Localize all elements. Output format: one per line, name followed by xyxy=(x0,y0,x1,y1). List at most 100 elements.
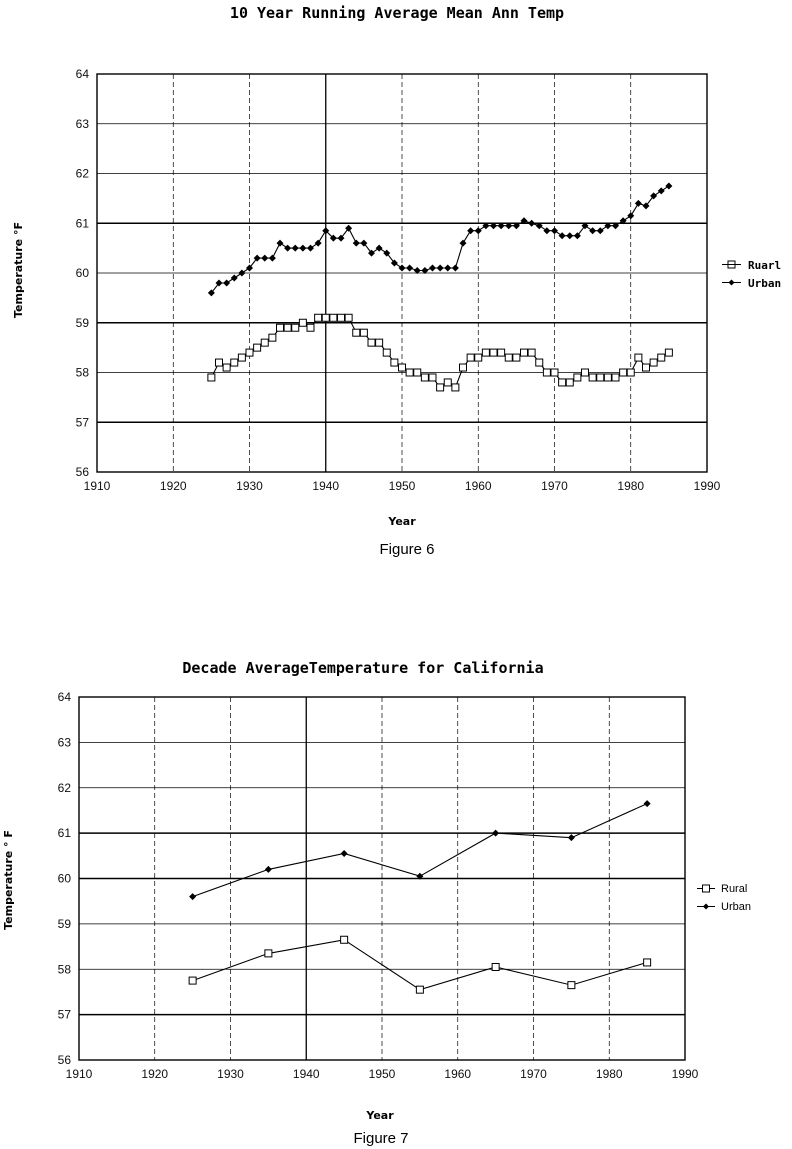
x-tick-label: 1940 xyxy=(293,1067,320,1081)
data-point-ruarl xyxy=(535,358,544,367)
data-point-urban xyxy=(238,269,246,277)
y-axis-label: Temperature °F xyxy=(12,222,25,318)
y-tick-label: 61 xyxy=(58,826,72,840)
data-point-urban xyxy=(467,227,475,235)
data-point-ruarl xyxy=(314,313,323,322)
data-point-ruarl xyxy=(398,363,406,372)
data-point-urban xyxy=(398,264,406,272)
y-tick-label: 62 xyxy=(76,167,90,181)
data-point-ruarl xyxy=(420,373,429,382)
data-point-urban xyxy=(520,217,528,225)
data-point-ruarl xyxy=(359,328,368,337)
data-point-urban xyxy=(619,217,627,225)
y-tick-label: 60 xyxy=(76,266,90,280)
y-tick-label: 62 xyxy=(58,781,72,795)
data-point-urban xyxy=(490,222,497,230)
data-point-ruarl xyxy=(588,373,597,382)
data-point-urban xyxy=(406,264,414,272)
data-point-ruarl xyxy=(550,368,559,377)
data-point-ruarl xyxy=(329,313,338,322)
data-point-ruarl xyxy=(596,373,605,382)
legend-label: Urban xyxy=(721,901,751,913)
data-point-urban xyxy=(261,254,269,262)
data-point-urban xyxy=(528,219,536,227)
series-line-urban xyxy=(210,185,670,294)
data-point-urban xyxy=(581,222,589,230)
y-tick-label: 56 xyxy=(58,1053,72,1067)
data-point-urban xyxy=(627,212,635,220)
data-point-ruarl xyxy=(611,373,620,382)
data-point-ruarl xyxy=(291,323,300,332)
data-point-ruarl xyxy=(260,338,269,347)
series-layer xyxy=(188,800,652,994)
y-tick-label: 56 xyxy=(76,465,90,479)
x-axis-label: Year xyxy=(387,515,416,528)
data-point-urban xyxy=(612,222,619,230)
data-point-ruarl xyxy=(603,373,612,382)
data-point-rural xyxy=(491,962,500,971)
x-axis-label: Year xyxy=(365,1109,394,1122)
data-point-urban xyxy=(360,239,368,247)
x-tick-label: 1920 xyxy=(141,1067,168,1081)
data-point-ruarl xyxy=(481,348,490,357)
data-point-urban xyxy=(291,244,299,252)
data-point-urban xyxy=(322,227,330,235)
data-point-urban xyxy=(573,232,581,240)
data-point-urban xyxy=(253,254,261,262)
data-point-ruarl xyxy=(474,353,483,362)
data-point-urban xyxy=(276,239,284,247)
data-point-ruarl xyxy=(298,318,307,327)
data-point-urban xyxy=(299,244,307,252)
data-point-urban xyxy=(459,239,467,247)
data-point-urban xyxy=(413,267,421,275)
data-point-rural xyxy=(264,949,273,958)
data-point-ruarl xyxy=(230,358,239,367)
data-point-urban xyxy=(284,244,292,252)
x-tick-label: 1930 xyxy=(236,479,263,493)
figure-7-chart: Decade AverageTemperature for California… xyxy=(2,659,751,1147)
data-point-ruarl xyxy=(222,363,231,372)
data-point-urban xyxy=(390,259,398,267)
legend-square-marker xyxy=(702,884,710,893)
x-tick-label: 1910 xyxy=(84,479,111,493)
data-point-ruarl xyxy=(527,348,536,357)
y-tick-label: 63 xyxy=(76,117,90,131)
data-point-urban xyxy=(189,893,197,901)
y-tick-label: 59 xyxy=(58,917,72,931)
data-point-ruarl xyxy=(306,323,315,332)
chart-title: Decade AverageTemperature for California xyxy=(182,659,543,677)
y-tick-label: 63 xyxy=(58,735,72,749)
data-point-ruarl xyxy=(436,383,445,392)
data-point-urban xyxy=(596,227,604,235)
data-point-ruarl xyxy=(558,378,567,387)
series-layer xyxy=(207,182,673,392)
data-point-ruarl xyxy=(352,328,361,337)
data-point-ruarl xyxy=(573,373,582,382)
x-tick-label: 1950 xyxy=(389,479,416,493)
data-point-urban xyxy=(436,264,444,272)
data-point-urban xyxy=(264,865,272,873)
data-point-ruarl xyxy=(642,363,650,372)
data-point-ruarl xyxy=(321,313,330,322)
data-point-urban xyxy=(246,264,253,272)
data-point-ruarl xyxy=(337,313,345,322)
legend: Rural Urban xyxy=(697,883,751,913)
data-point-urban xyxy=(492,829,500,837)
data-point-rural xyxy=(188,976,197,985)
data-point-ruarl xyxy=(657,353,666,362)
data-point-ruarl xyxy=(619,368,628,377)
data-point-urban xyxy=(657,187,665,195)
data-point-rural xyxy=(567,981,576,990)
series-line-rural xyxy=(192,939,648,991)
data-point-urban xyxy=(497,222,505,230)
y-axis-ticks: 56 57 58 59 60 61 62 63 64 xyxy=(76,67,90,479)
data-point-urban xyxy=(451,264,459,272)
data-point-ruarl xyxy=(276,323,284,332)
data-point-ruarl xyxy=(245,348,254,357)
data-point-ruarl xyxy=(466,353,475,362)
data-point-urban xyxy=(650,192,658,200)
figure-caption: Figure 7 xyxy=(353,1130,408,1147)
data-point-ruarl xyxy=(382,348,391,357)
y-tick-label: 58 xyxy=(76,366,90,380)
data-point-urban xyxy=(329,234,337,242)
